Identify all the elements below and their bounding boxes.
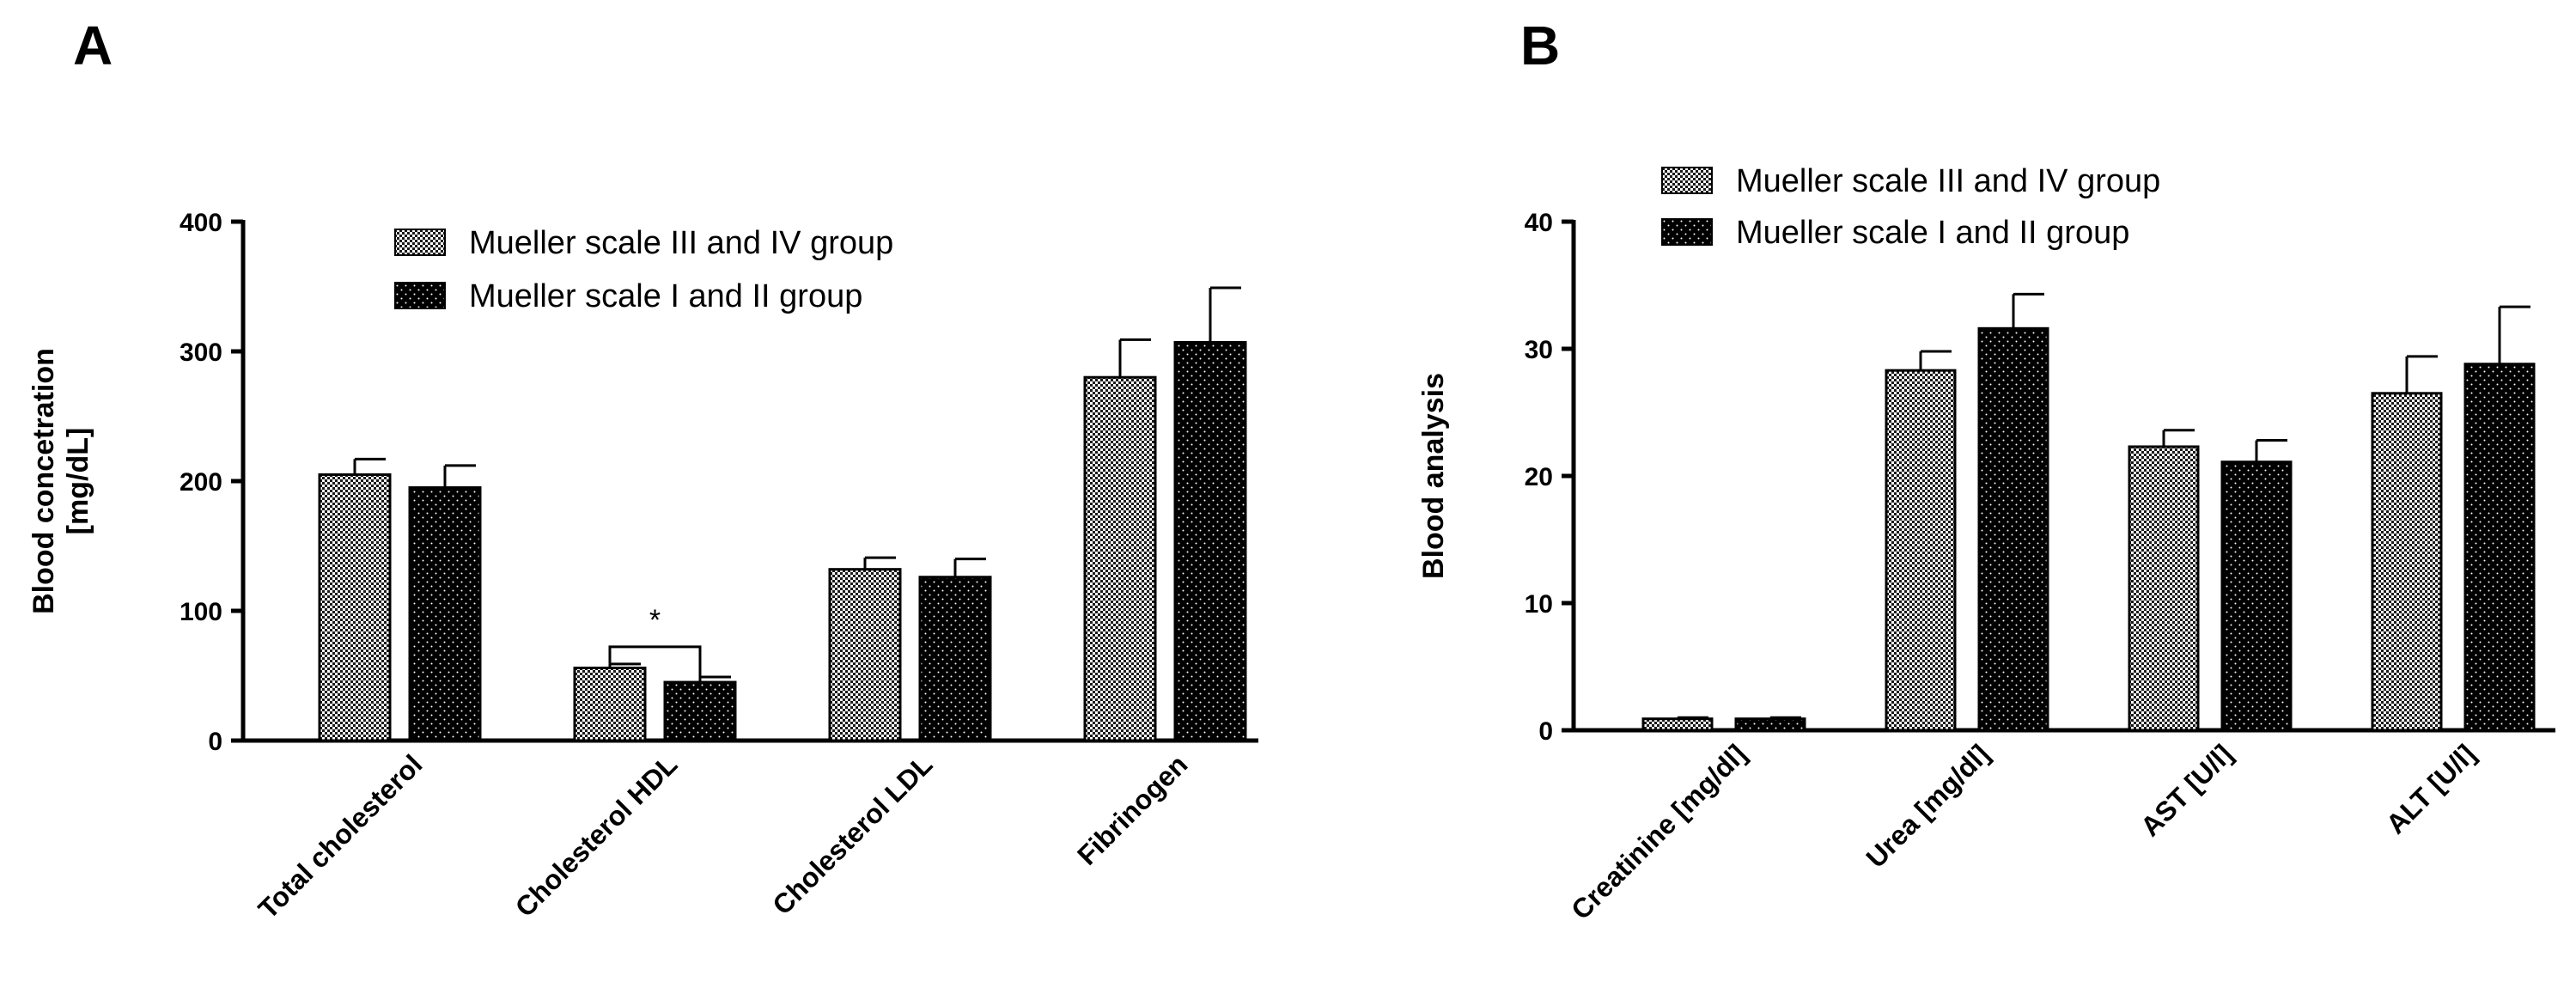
- panel-a-bar: [918, 576, 992, 742]
- panel-a-category-label: Total cholesterol: [253, 748, 429, 924]
- panel-a-bar: [1173, 340, 1247, 742]
- panel-a-bar: [408, 486, 482, 742]
- panel-b-bar: [2371, 392, 2443, 732]
- panel-b-y-tick-label: 20: [1525, 463, 1553, 491]
- panel-b-legend-label: Mueller scale I and II group: [1736, 215, 2129, 251]
- panel-a-bar: [1083, 375, 1157, 742]
- panel-b-y-tick-label: 0: [1538, 717, 1553, 746]
- panel-b-bar: [1641, 717, 1714, 732]
- panel-a-legend-label: Mueller scale III and IV group: [469, 225, 893, 261]
- panel-b-bar: [1734, 717, 1806, 732]
- panel-a-y-tick-label: 300: [180, 338, 222, 367]
- panel-a-y-tick-label: 200: [180, 468, 222, 497]
- panel-a-y-tick-label: 0: [208, 728, 222, 756]
- panel-b-legend-swatch: [1661, 167, 1713, 194]
- panel-a-y-tick-label: 100: [180, 598, 222, 626]
- panel-b-letter: B: [1520, 15, 1560, 76]
- panel-a-legend-label: Mueller scale I and II group: [469, 278, 862, 314]
- panel-a-category-label: Fibrinogen: [1071, 748, 1193, 870]
- panel-a-y-tick-label: 400: [180, 209, 222, 237]
- panel-b-y-tick-label: 10: [1525, 590, 1553, 619]
- panel-a-significance-label: *: [649, 604, 661, 637]
- panel-b-category-label: Creatinine [mg/dl]: [1565, 738, 1752, 925]
- panel-b-category-label: AST [U/l]: [2134, 738, 2238, 842]
- panel-b-legend-swatch: [1661, 218, 1713, 246]
- panel-a-legend-swatch: [394, 229, 446, 256]
- panel-a-y-axis-title: [mg/dL]: [62, 428, 94, 535]
- panel-a-bar: [318, 473, 392, 742]
- panel-b-chart: 0 10 20 30 40 Blood analysis Creatinine [mg/dl…: [1417, 163, 2555, 925]
- panel-b-bar: [1977, 326, 2049, 732]
- panel-b-y-axis-title: Blood analysis: [1417, 373, 1450, 579]
- panel-a-chart: 0 100 200 300 400 Blood concetration [mg/dL] To…: [27, 209, 1258, 924]
- panel-a-category-label: Cholesterol LDL: [766, 748, 938, 920]
- panel-b-legend-label: Mueller scale III and IV group: [1736, 163, 2160, 199]
- panel-a-category-label: Cholesterol HDL: [509, 748, 684, 923]
- panel-a-y-axis-title: Blood concetration: [27, 348, 60, 614]
- panel-b-y-tick-label: 30: [1525, 336, 1553, 364]
- panel-b-category-label: Urea [mg/dl]: [1860, 738, 1994, 873]
- panel-a-bar: [663, 680, 737, 742]
- panel-a-bar: [573, 666, 647, 742]
- panel-b-bar: [2463, 363, 2536, 732]
- panel-b-y-tick-label: 40: [1525, 209, 1553, 237]
- panel-b-bar: [2128, 445, 2200, 732]
- panel-b-bar: [2220, 460, 2293, 732]
- panel-b-bar: [1885, 369, 1957, 732]
- panel-a-legend-swatch: [394, 282, 446, 309]
- panel-a-significance-bracket: [608, 645, 702, 680]
- panel-b-category-label: ALT [U/l]: [2380, 738, 2482, 839]
- panel-a-letter: A: [73, 15, 113, 76]
- panel-a-bar: [828, 568, 902, 742]
